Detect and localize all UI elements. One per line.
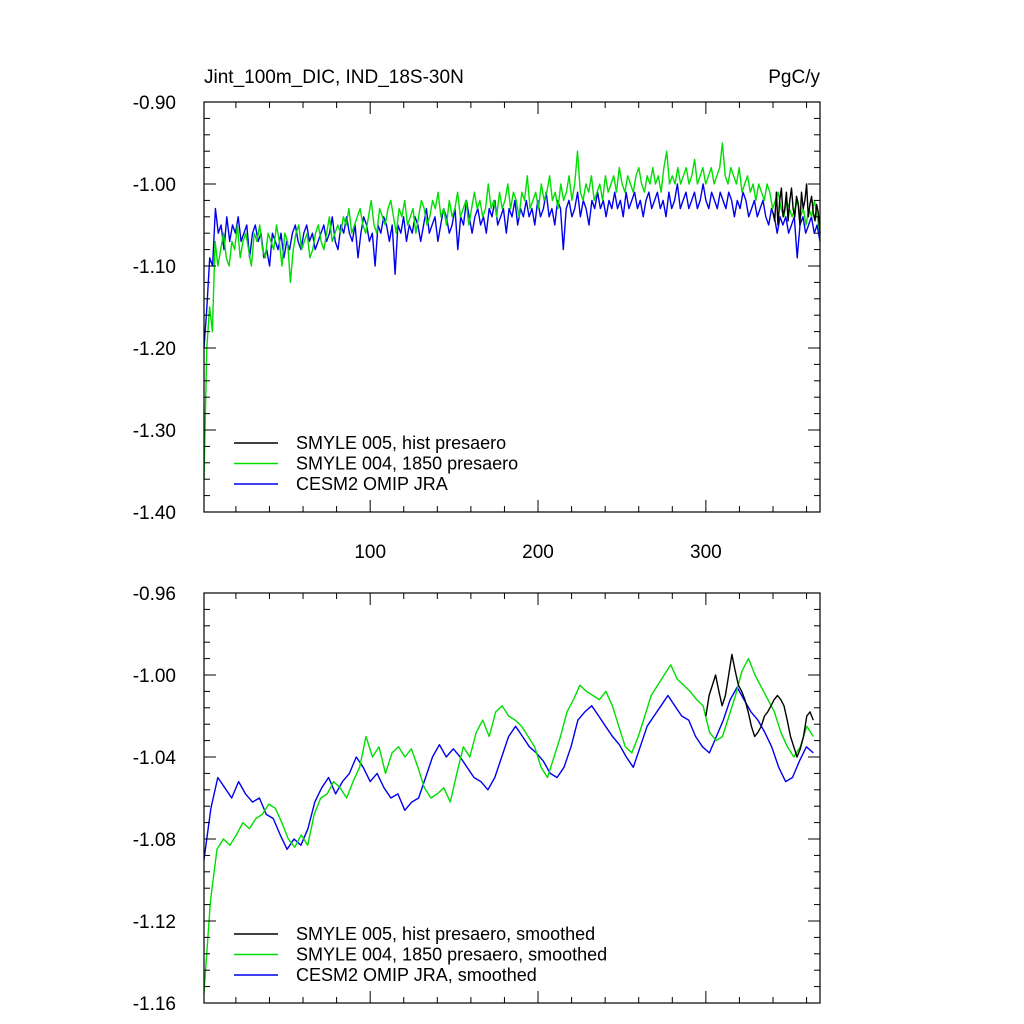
top-axis-ticks: [204, 101, 820, 513]
series-line-smyle-004-1850-presaero-smoothed: [203, 657, 814, 993]
x-tick-label: 300: [690, 542, 722, 563]
bottom-y-axis: -1.16 -1.12 -1.08 -1.04 -1.00 -0.96: [133, 584, 177, 1015]
y-tick-label: -1.10: [133, 257, 176, 278]
bottom-legend: SMYLE 005, hist presaero, smoothedSMYLE …: [234, 924, 607, 985]
legend-label: SMYLE 004, 1850 presaero, smoothed: [296, 945, 607, 965]
top-panel: Jint_100m_DIC, IND_18S-30N PgC/y -1.40-1…: [133, 67, 821, 563]
y-tick-label: -1.20: [133, 339, 176, 360]
x-tick-label: 200: [522, 542, 554, 563]
bottom-plot-frame: [203, 592, 821, 1004]
top-x-axis: 100 200 300: [354, 542, 721, 563]
top-y-axis: -1.40 -1.30 -1.20 -1.10 -1.00 -0.90: [133, 93, 176, 524]
series-line-smyle-004-1850-presaero: [203, 142, 821, 480]
bottom-series-group: [203, 653, 814, 993]
series-line-smyle-005-hist-presaero: [772, 183, 821, 234]
legend-label: SMYLE 005, hist presaero, smoothed: [296, 924, 595, 944]
y-tick-label: -0.90: [133, 93, 176, 114]
top-title: Jint_100m_DIC, IND_18S-30N: [204, 67, 464, 88]
legend-label: SMYLE 004, 1850 presaero: [296, 454, 518, 474]
legend-label: SMYLE 005, hist presaero: [296, 433, 506, 453]
x-tick-label: 100: [354, 542, 386, 563]
y-tick-label: -1.08: [133, 830, 176, 851]
series-line-cesm2-omip-jra-smoothed: [203, 686, 814, 860]
y-tick-label: -1.12: [133, 912, 176, 933]
y-tick-label: -1.30: [133, 421, 176, 442]
bottom-axis-ticks: [204, 592, 820, 1004]
y-tick-label: -1.00: [133, 666, 176, 687]
series-line-cesm2-omip-jra: [203, 183, 821, 349]
bottom-panel: -1.16 -1.12 -1.08 -1.04 -1.00 -0.96 SMYLE 005…: [133, 584, 821, 1015]
top-units: PgC/y: [768, 67, 820, 88]
top-plot-frame: [203, 101, 821, 513]
series-line-smyle-005-hist-presaero-smoothed: [705, 653, 814, 758]
legend-label: CESM2 OMIP JRA, smoothed: [296, 965, 537, 985]
y-tick-label: -0.96: [133, 584, 176, 605]
y-tick-label: -1.16: [133, 994, 176, 1015]
y-tick-label: -1.40: [133, 503, 176, 524]
y-tick-label: -1.00: [133, 175, 176, 196]
legend-label: CESM2 OMIP JRA: [296, 474, 448, 494]
y-tick-label: -1.04: [133, 748, 177, 769]
top-series-group: [203, 142, 821, 480]
